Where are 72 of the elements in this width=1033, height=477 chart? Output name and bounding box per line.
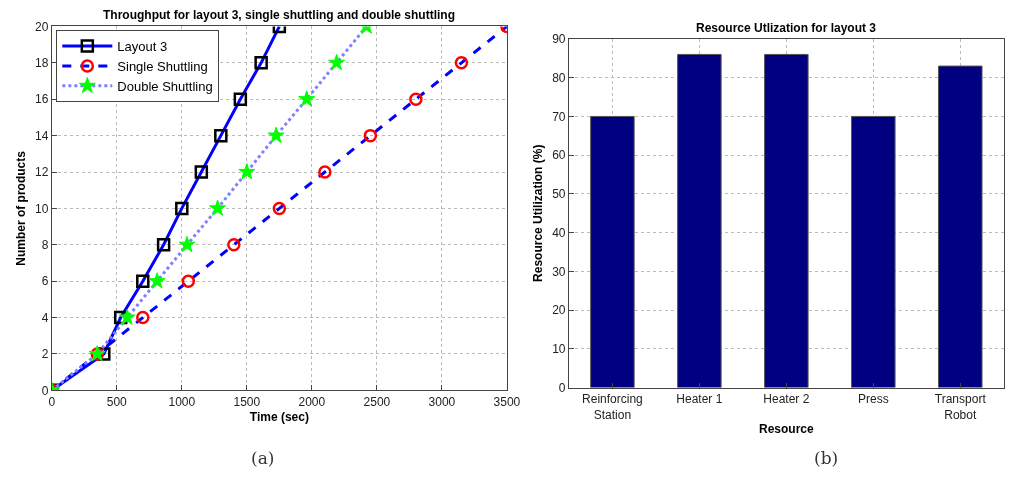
x-tick-label: Heater 2 bbox=[763, 391, 810, 406]
y-axis-title: Number of products bbox=[14, 150, 29, 266]
x-tick-label: 2000 bbox=[298, 394, 326, 409]
y-tick-label: 30 bbox=[552, 264, 566, 279]
point bbox=[233, 92, 248, 106]
x-tick-label: Heater 1 bbox=[676, 391, 723, 406]
x-tick-label: 2500 bbox=[363, 394, 391, 409]
y-tick-label: 10 bbox=[552, 342, 566, 357]
point bbox=[238, 163, 256, 180]
point bbox=[454, 56, 469, 70]
y-tick-label: 60 bbox=[552, 148, 566, 163]
bar bbox=[764, 53, 809, 388]
y-tick-label: 20 bbox=[35, 19, 49, 34]
legend-label: Double Shuttling bbox=[117, 78, 213, 94]
point bbox=[363, 128, 378, 143]
y-tick-label: 8 bbox=[41, 238, 49, 252]
y-tick-label: 90 bbox=[552, 32, 566, 47]
legend-label: Single Shuttling bbox=[117, 59, 208, 75]
point bbox=[118, 308, 136, 325]
y-tick-label: 40 bbox=[552, 225, 566, 240]
point bbox=[328, 53, 346, 71]
x-tick-label: 3500 bbox=[493, 394, 521, 409]
y-tick-label: 20 bbox=[552, 303, 566, 318]
bar bbox=[677, 53, 722, 388]
point bbox=[227, 238, 241, 252]
point bbox=[178, 235, 196, 253]
point bbox=[113, 310, 128, 325]
y-axis-title: Resource Utilization (%) bbox=[531, 144, 546, 282]
point bbox=[272, 201, 287, 216]
x-tick-label: Transport Robot bbox=[934, 391, 987, 422]
y-tick-label: 70 bbox=[552, 109, 566, 124]
x-axis-title: Resource bbox=[758, 422, 814, 437]
chart-title: Resource Utlization for layout 3 bbox=[696, 21, 877, 35]
y-tick-label: 12 bbox=[35, 165, 49, 180]
text: (a) bbox=[251, 448, 275, 468]
y-tick-label: 4 bbox=[41, 310, 49, 325]
point bbox=[409, 92, 423, 106]
point bbox=[136, 274, 150, 288]
x-tick-label: 1500 bbox=[233, 394, 261, 409]
text: (b) bbox=[814, 448, 839, 468]
y-tick-label: 14 bbox=[35, 128, 49, 143]
bar bbox=[851, 115, 896, 388]
point bbox=[175, 201, 189, 216]
point bbox=[254, 56, 268, 70]
x-axis-title: Time (sec) bbox=[249, 409, 309, 424]
y-tick-label: 18 bbox=[35, 56, 49, 71]
y-tick-label: 10 bbox=[35, 201, 49, 216]
x-tick-label: Press bbox=[857, 391, 889, 406]
y-tick-label: 2 bbox=[41, 347, 49, 362]
point bbox=[156, 238, 171, 252]
y-tick-label: 50 bbox=[552, 187, 566, 202]
x-tick-label: 1000 bbox=[168, 394, 196, 409]
x-tick-label: 500 bbox=[106, 394, 128, 409]
point bbox=[214, 128, 228, 143]
bar bbox=[938, 65, 983, 388]
legend-label: Layout 3 bbox=[117, 39, 168, 55]
point bbox=[181, 274, 196, 288]
point bbox=[209, 199, 227, 216]
point bbox=[136, 310, 150, 325]
y-tick-label: 0 bbox=[558, 380, 566, 395]
y-tick-label: 6 bbox=[41, 274, 49, 289]
y-tick-label: 16 bbox=[35, 92, 49, 107]
chart-title: Throughput for layout 3, single shuttling and double shuttling bbox=[103, 8, 455, 22]
y-tick-label: 80 bbox=[552, 70, 566, 85]
x-tick-label: 3000 bbox=[428, 394, 456, 409]
point bbox=[148, 272, 166, 289]
bar bbox=[590, 115, 635, 388]
x-tick-label: Reinforcing Station bbox=[582, 391, 643, 422]
point bbox=[267, 126, 285, 143]
point bbox=[194, 165, 209, 179]
point bbox=[318, 165, 332, 179]
point bbox=[298, 90, 316, 107]
